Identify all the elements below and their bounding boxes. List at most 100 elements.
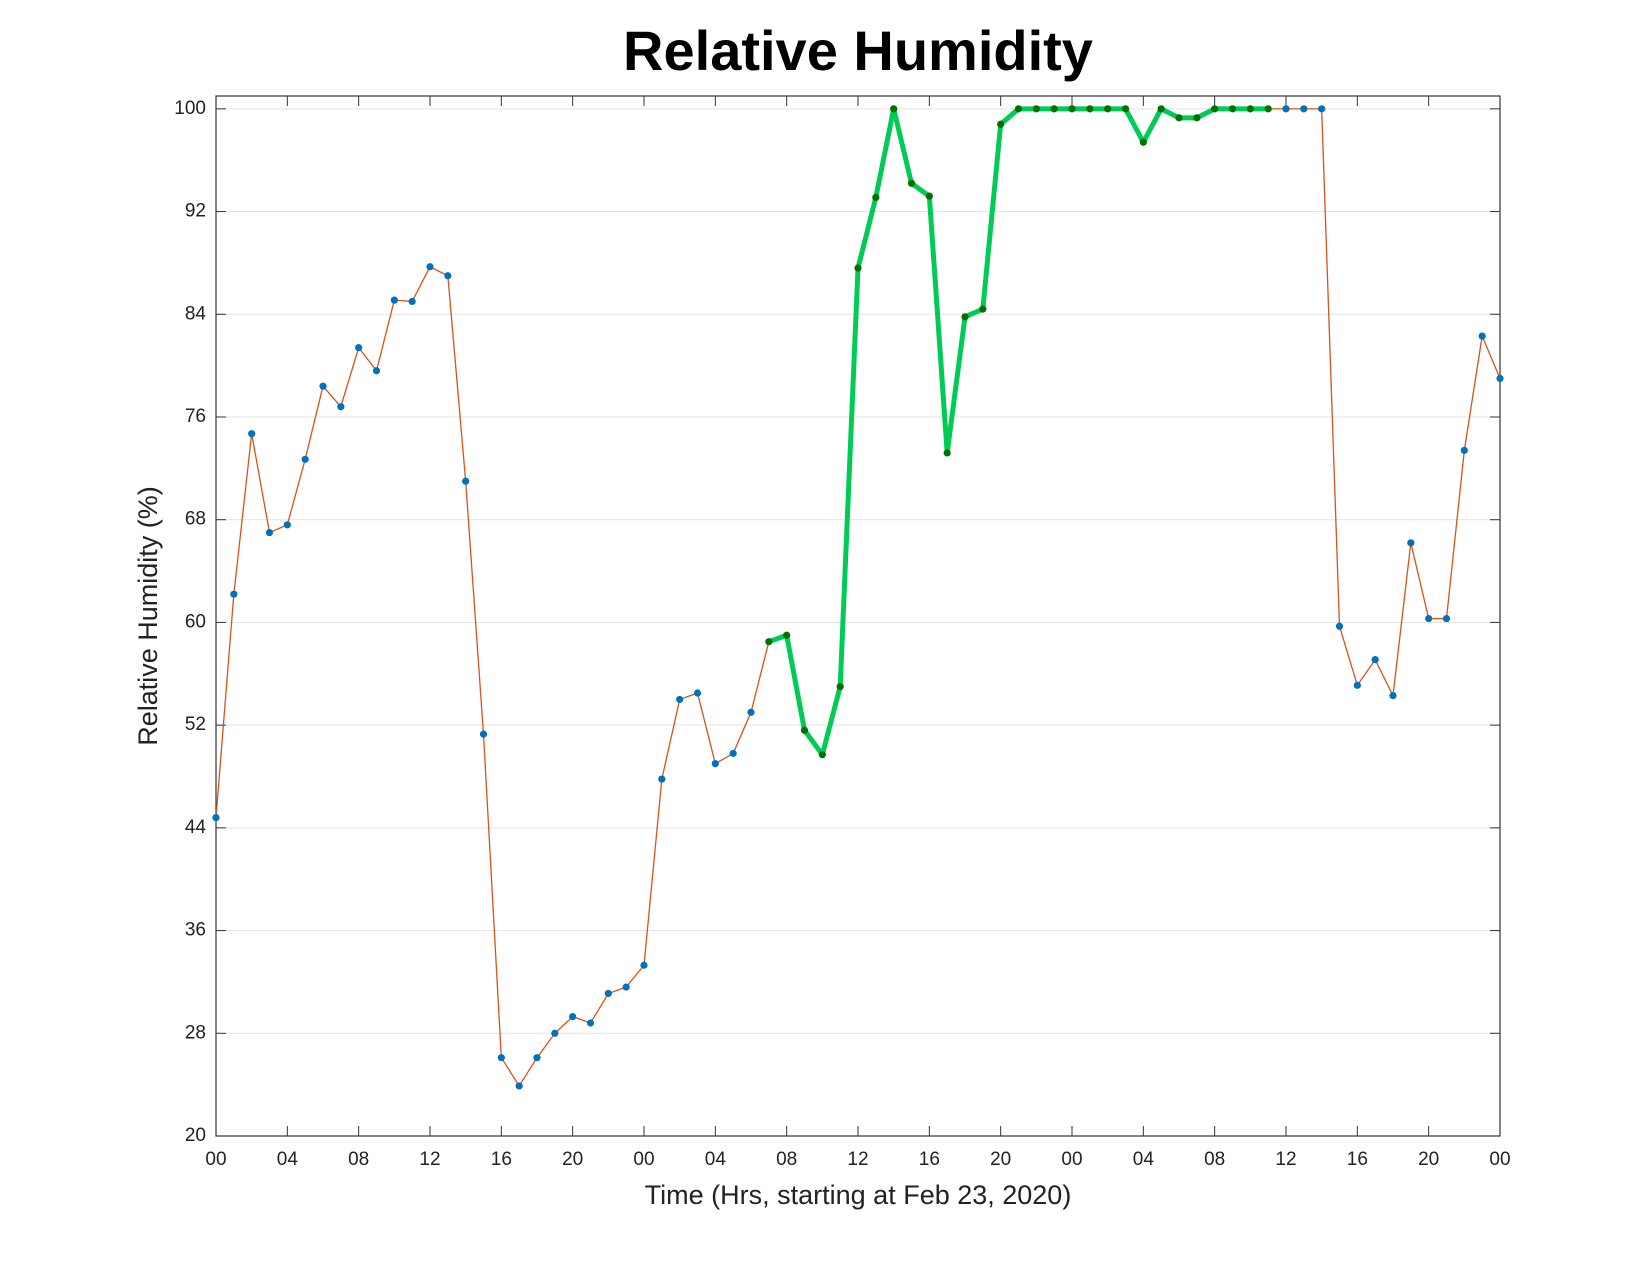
y-tick-label: 28 <box>185 1022 206 1043</box>
data-point <box>1032 105 1040 113</box>
data-point <box>1407 539 1415 547</box>
x-tick-label: 20 <box>1418 1149 1439 1170</box>
data-point <box>1157 105 1165 113</box>
data-point <box>943 449 951 457</box>
data-point <box>515 1082 523 1090</box>
y-tick-label: 52 <box>185 714 206 735</box>
x-tick-label: 16 <box>1347 1149 1368 1170</box>
data-point <box>1478 332 1486 340</box>
y-tick-label: 76 <box>185 406 206 427</box>
data-point <box>765 638 773 646</box>
data-point <box>408 297 416 306</box>
data-point <box>444 272 452 280</box>
x-tick-label: 08 <box>776 1149 797 1170</box>
data-point <box>301 455 309 463</box>
chart-title: Relative Humidity <box>623 19 1093 82</box>
data-point <box>1496 374 1504 383</box>
plot-frame <box>215 95 1501 1137</box>
data-point <box>1139 138 1147 146</box>
data-point <box>1211 105 1219 113</box>
x-tick-label: 20 <box>562 1149 583 1170</box>
data-point <box>1246 105 1254 113</box>
data-point <box>872 193 880 202</box>
data-point <box>818 751 826 759</box>
x-tick-label: 16 <box>491 1149 512 1170</box>
data-point <box>658 775 666 783</box>
data-point <box>783 631 791 639</box>
data-point <box>390 296 398 304</box>
data-point <box>1300 105 1308 113</box>
data-point <box>1353 681 1361 689</box>
data-point <box>1121 105 1130 113</box>
x-tick-label: 16 <box>919 1149 940 1170</box>
data-point <box>1228 105 1237 113</box>
x-tick-label: 00 <box>205 1149 226 1170</box>
x-tick-label: 20 <box>990 1149 1011 1170</box>
x-tick-label: 04 <box>1133 1149 1155 1170</box>
data-point <box>569 1012 577 1021</box>
data-point <box>711 760 719 768</box>
data-point <box>997 120 1005 128</box>
x-tick-label: 00 <box>633 1149 654 1170</box>
data-point <box>462 477 470 485</box>
data-point <box>586 1019 595 1027</box>
data-point <box>248 430 256 438</box>
data-point <box>1193 114 1201 122</box>
y-tick-label: 60 <box>185 611 206 632</box>
x-tick-label: 08 <box>348 1149 369 1170</box>
data-point <box>1068 105 1076 113</box>
x-tick-label: 00 <box>1061 1149 1082 1170</box>
data-point <box>1050 105 1058 113</box>
data-point <box>497 1054 505 1062</box>
data-point <box>676 695 684 704</box>
data-point <box>372 367 381 375</box>
data-point <box>1014 105 1023 113</box>
x-tick-label: 00 <box>1489 1149 1510 1170</box>
y-tick-label: 44 <box>185 817 207 838</box>
y-tick-label: 20 <box>185 1125 206 1146</box>
data-point <box>890 105 898 113</box>
data-point <box>800 726 809 734</box>
data-point <box>1460 446 1468 454</box>
data-point <box>265 528 274 537</box>
data-point <box>479 730 488 738</box>
data-point <box>640 961 648 969</box>
data-point <box>854 264 862 272</box>
data-point <box>1104 105 1112 113</box>
data-point <box>747 708 755 716</box>
data-point <box>729 749 737 757</box>
x-tick-label: 12 <box>1275 1149 1296 1170</box>
data-point <box>212 813 220 822</box>
data-point <box>1389 692 1397 700</box>
data-point <box>426 263 434 271</box>
data-point <box>551 1029 559 1037</box>
data-point <box>1175 114 1183 122</box>
data-point <box>319 382 327 390</box>
x-tick-label: 12 <box>847 1149 868 1170</box>
data-point <box>1442 614 1451 623</box>
y-axis-label: Relative Humidity (%) <box>133 486 163 746</box>
data-point <box>1086 105 1094 113</box>
data-point <box>1282 105 1290 113</box>
data-point <box>622 983 630 991</box>
data-point <box>1335 622 1344 630</box>
y-tick-label: 36 <box>185 920 206 941</box>
data-point <box>907 179 916 187</box>
data-point <box>533 1054 541 1062</box>
x-tick-label: 12 <box>419 1149 440 1170</box>
y-tick-label: 92 <box>185 201 206 222</box>
x-axis-label: Time (Hrs, starting at Feb 23, 2020) <box>645 1180 1072 1210</box>
data-point <box>925 192 933 200</box>
data-point <box>604 989 612 998</box>
data-point <box>1264 105 1272 113</box>
data-point <box>230 590 238 598</box>
data-point <box>283 521 291 529</box>
data-point <box>1318 105 1326 113</box>
data-point <box>337 403 345 411</box>
y-tick-label: 84 <box>185 303 207 324</box>
data-point <box>1371 656 1379 664</box>
y-tick-label: 100 <box>174 98 206 119</box>
data-point <box>355 344 363 352</box>
